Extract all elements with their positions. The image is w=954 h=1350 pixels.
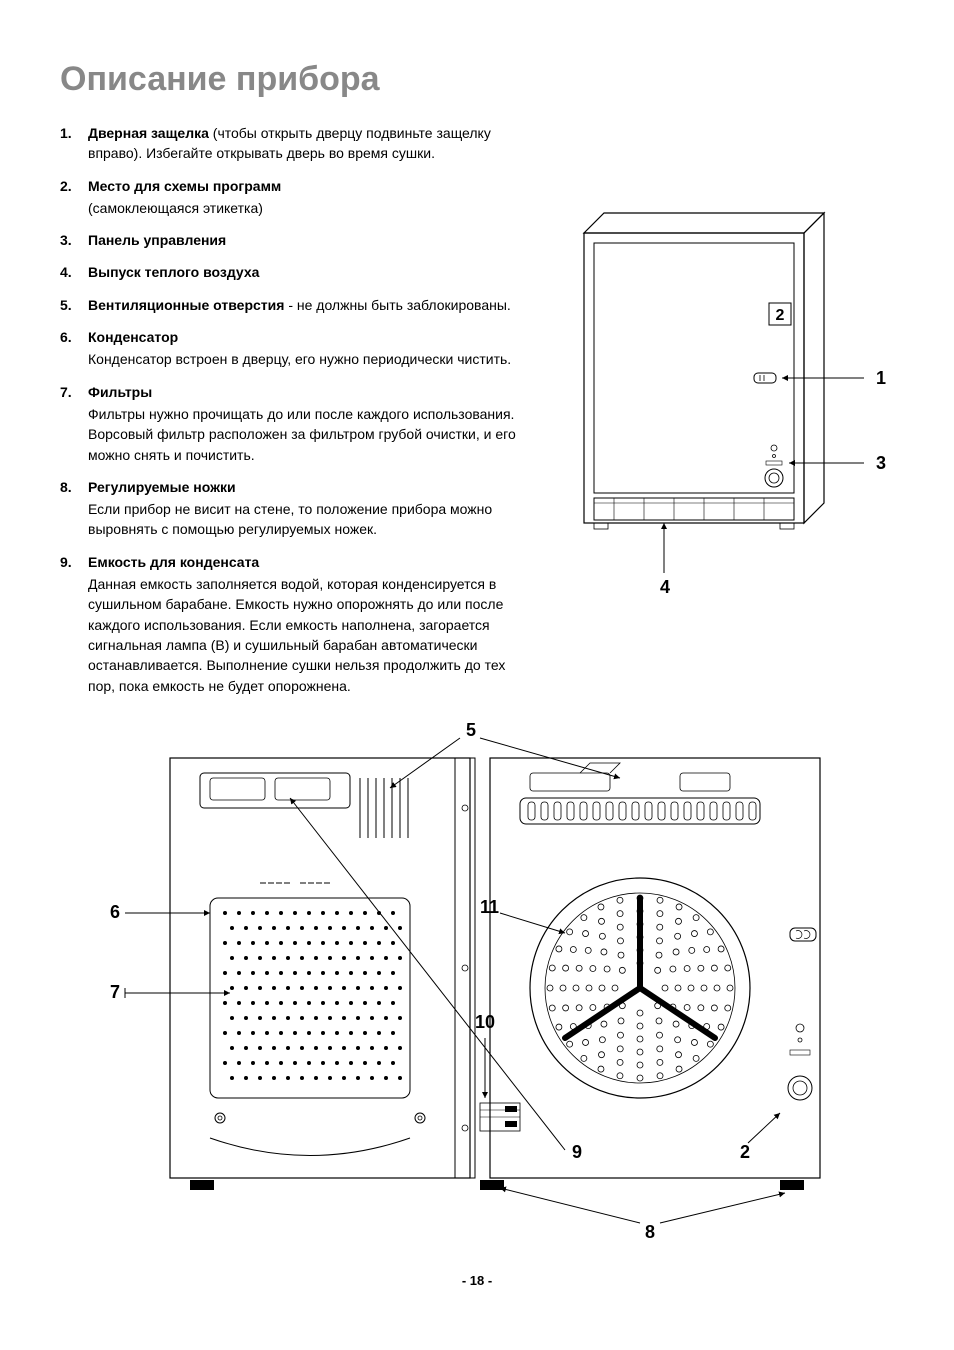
- page-title: Описание прибора: [60, 60, 894, 99]
- callout-1: 1: [876, 368, 886, 388]
- callout-2b: 2: [740, 1142, 750, 1162]
- page-number: - 18 -: [60, 1273, 894, 1288]
- item-number: 6.: [60, 327, 88, 370]
- callout-9: 9: [572, 1142, 582, 1162]
- description-list: 1. Дверная защелка (чтобы открыть дверцу…: [60, 123, 524, 696]
- item-sub: Конденсатор встроен в дверцу, его нужно …: [88, 349, 524, 369]
- callout-6: 6: [110, 902, 120, 922]
- item-term: Конденсатор: [88, 329, 178, 345]
- item-sub: Фильтры нужно прочищать до или после каж…: [88, 404, 524, 465]
- item-term: Место для схемы программ: [88, 178, 281, 194]
- text-column: 1. Дверная защелка (чтобы открыть дверцу…: [60, 123, 524, 708]
- list-item: 2. Место для схемы программ (самоклеющая…: [60, 176, 524, 219]
- item-term: Вентиляционные отверстия: [88, 297, 284, 313]
- callout-8: 8: [645, 1222, 655, 1242]
- item-sub: Данная емкость заполняется водой, котора…: [88, 574, 524, 696]
- list-item: 7. Фильтры Фильтры нужно прочищать до ил…: [60, 382, 524, 465]
- callout-7: 7: [110, 982, 120, 1002]
- item-term: Емкость для конденсата: [88, 554, 259, 570]
- list-item: 1. Дверная защелка (чтобы открыть дверцу…: [60, 123, 524, 164]
- list-item: 6. Конденсатор Конденсатор встроен в две…: [60, 327, 524, 370]
- item-number: 9.: [60, 552, 88, 696]
- callout-10: 10: [475, 1012, 495, 1032]
- appliance-diagram-top: 2 1 3 4: [554, 203, 894, 603]
- callout-4: 4: [660, 577, 670, 597]
- list-item: 4. Выпуск теплого воздуха: [60, 262, 524, 282]
- item-number: 4.: [60, 262, 88, 282]
- item-number: 8.: [60, 477, 88, 540]
- list-item: 5. Вентиляционные отверстия - не должны …: [60, 295, 524, 315]
- list-item: 8. Регулируемые ножки Если прибор не вис…: [60, 477, 524, 540]
- item-term: Фильтры: [88, 384, 152, 400]
- list-item: 3. Панель управления: [60, 230, 524, 250]
- item-sub: Если прибор не висит на стене, то положе…: [88, 499, 524, 540]
- item-sub: (самоклеющаяся этикетка): [88, 198, 524, 218]
- item-desc: - не должны быть заблокированы.: [284, 297, 510, 313]
- item-number: 7.: [60, 382, 88, 465]
- item-number: 3.: [60, 230, 88, 250]
- callout-5: 5: [466, 720, 476, 740]
- callout-2: 2: [776, 307, 785, 324]
- list-item: 9. Емкость для конденсата Данная емкость…: [60, 552, 524, 696]
- content-row: 1. Дверная защелка (чтобы открыть дверцу…: [60, 123, 894, 708]
- callout-11: 11: [480, 897, 499, 917]
- item-term: Дверная защелка: [88, 125, 209, 141]
- appliance-diagram-bottom: 5 6 7 11 10 9 2 8: [60, 718, 890, 1248]
- item-term: Выпуск теплого воздуха: [88, 264, 259, 280]
- item-number: 1.: [60, 123, 88, 164]
- item-number: 2.: [60, 176, 88, 219]
- callout-3: 3: [876, 453, 886, 473]
- figure-column: 2 1 3 4: [554, 123, 894, 708]
- bottom-figure: 5 6 7 11 10 9 2 8: [60, 718, 894, 1253]
- item-number: 5.: [60, 295, 88, 315]
- item-term: Регулируемые ножки: [88, 479, 236, 495]
- item-term: Панель управления: [88, 232, 226, 248]
